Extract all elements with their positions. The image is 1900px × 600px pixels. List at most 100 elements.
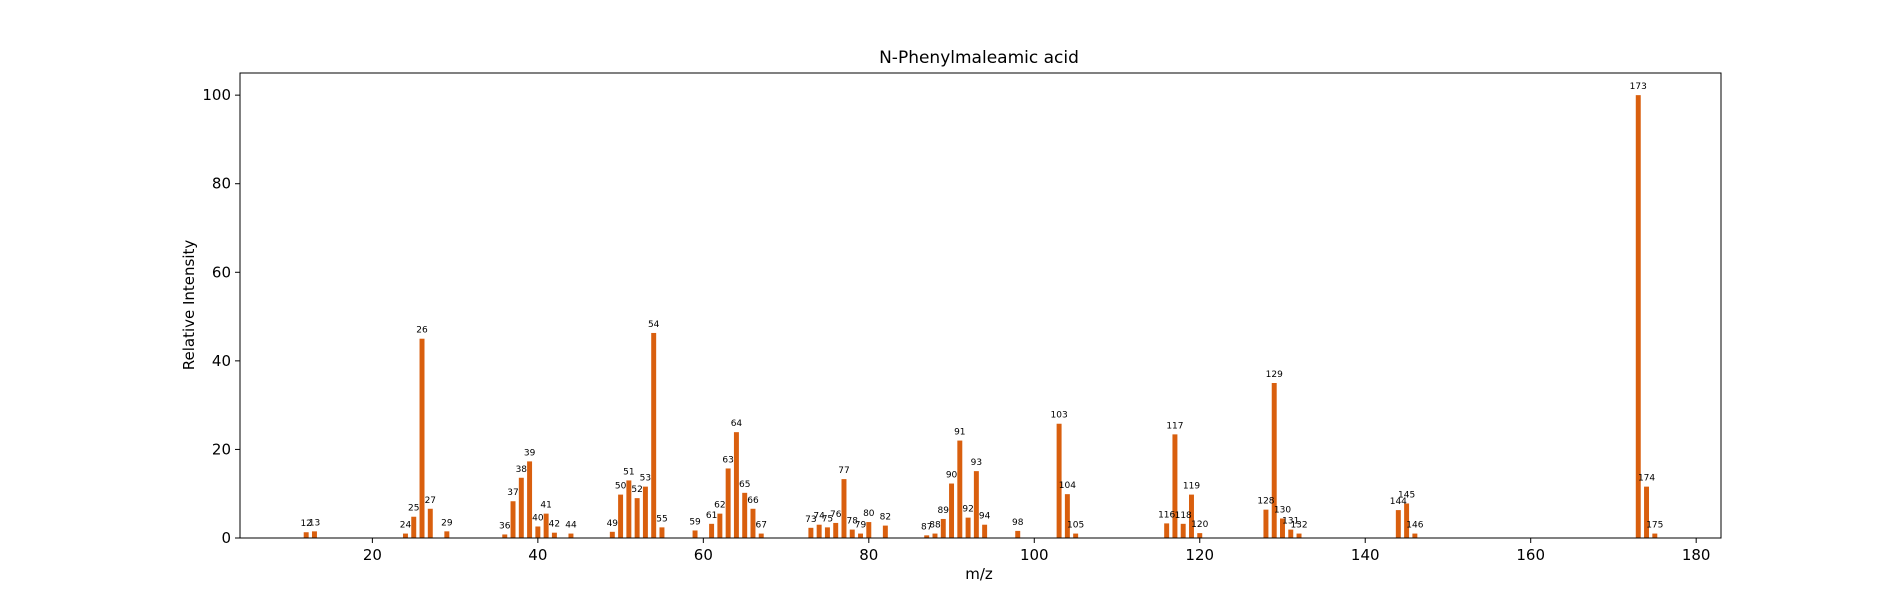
bar-mz-144 xyxy=(1395,510,1401,538)
peak-label-29: 29 xyxy=(441,518,453,528)
peak-label-119: 119 xyxy=(1183,482,1200,492)
peak-label-82: 82 xyxy=(880,513,891,523)
bar-mz-175 xyxy=(1652,533,1658,538)
peak-label-103: 103 xyxy=(1051,411,1068,421)
bar-mz-78 xyxy=(849,529,855,538)
peak-label-24: 24 xyxy=(400,521,412,531)
plot-frame xyxy=(239,72,1722,539)
peak-label-50: 50 xyxy=(615,482,627,492)
peak-label-146: 146 xyxy=(1406,521,1423,531)
peak-label-26: 26 xyxy=(416,326,428,336)
y-axis: 0 20 40 60 80 100 xyxy=(202,86,240,547)
peak-label-78: 78 xyxy=(847,517,859,527)
bar-mz-40 xyxy=(535,526,541,538)
bar-mz-105 xyxy=(1073,533,1079,538)
peak-label-38: 38 xyxy=(516,465,528,475)
bar-mz-80 xyxy=(866,522,872,538)
peak-label-174: 174 xyxy=(1638,474,1655,484)
peak-label-91: 91 xyxy=(954,428,965,438)
y-tick-label-0: 0 xyxy=(221,529,231,547)
peak-label-131: 131 xyxy=(1282,517,1299,527)
peak-label-76: 76 xyxy=(830,510,842,520)
peak-label-51: 51 xyxy=(623,467,634,477)
bar-mz-88 xyxy=(932,533,938,538)
bar-mz-42 xyxy=(551,532,557,538)
peak-label-62: 62 xyxy=(714,501,725,511)
bar-mz-104 xyxy=(1064,494,1070,538)
bar-mz-145 xyxy=(1404,503,1410,538)
bar-mz-75 xyxy=(824,527,830,538)
x-tick-label-120: 120 xyxy=(1185,546,1214,564)
peak-label-65: 65 xyxy=(739,480,750,490)
bar-mz-37 xyxy=(510,501,516,538)
x-tick-label-180: 180 xyxy=(1682,546,1711,564)
peak-label-144: 144 xyxy=(1390,497,1407,507)
peak-label-117: 117 xyxy=(1166,421,1183,431)
x-tick-label-20: 20 xyxy=(363,546,382,564)
bar-mz-94 xyxy=(982,524,988,538)
peak-label-105: 105 xyxy=(1067,521,1084,531)
peak-label-53: 53 xyxy=(640,474,651,484)
x-axis-title: m/z xyxy=(965,565,993,583)
bar-mz-53 xyxy=(642,486,648,538)
peak-label-41: 41 xyxy=(540,501,551,511)
bar-mz-174 xyxy=(1644,486,1650,538)
peak-label-54: 54 xyxy=(648,320,660,330)
peak-label-90: 90 xyxy=(946,471,958,481)
peak-label-88: 88 xyxy=(929,521,941,531)
bar-mz-66 xyxy=(750,508,756,538)
peak-label-61: 61 xyxy=(706,511,717,521)
bar-mz-55 xyxy=(659,527,665,538)
bar-mz-38 xyxy=(518,477,524,538)
peak-label-118: 118 xyxy=(1175,511,1192,521)
bar-mz-73 xyxy=(808,527,814,538)
y-tick-label-40: 40 xyxy=(212,352,231,370)
bar-mz-130 xyxy=(1280,518,1285,538)
bar-mz-93 xyxy=(973,471,979,538)
peak-label-89: 89 xyxy=(938,506,950,516)
y-tick-label-80: 80 xyxy=(212,175,231,193)
bars-group xyxy=(303,95,1658,538)
x-tick-label-140: 140 xyxy=(1351,546,1380,564)
peak-label-116: 116 xyxy=(1158,510,1175,520)
peak-label-44: 44 xyxy=(565,521,577,531)
bar-mz-76 xyxy=(833,522,839,538)
peak-label-128: 128 xyxy=(1257,497,1274,507)
peak-label-93: 93 xyxy=(971,458,982,468)
peak-label-175: 175 xyxy=(1646,521,1663,531)
x-tick-label-100: 100 xyxy=(1020,546,1049,564)
peak-label-80: 80 xyxy=(863,509,875,519)
bar-mz-82 xyxy=(882,525,888,538)
chart-title: N-Phenylmaleamic acid xyxy=(879,48,1079,68)
bar-mz-120 xyxy=(1197,533,1203,538)
peak-label-13: 13 xyxy=(309,518,320,528)
bar-mz-41 xyxy=(543,513,549,538)
peak-label-130: 130 xyxy=(1274,506,1291,516)
bar-mz-25 xyxy=(411,516,417,538)
bar-mz-64 xyxy=(733,432,739,538)
y-tick-label-60: 60 xyxy=(212,263,231,281)
bar-mz-92 xyxy=(965,517,971,538)
x-tick-label-40: 40 xyxy=(528,546,547,564)
bar-mz-12 xyxy=(303,532,309,538)
peak-label-49: 49 xyxy=(607,519,619,529)
peak-label-42: 42 xyxy=(549,520,560,530)
peak-label-39: 39 xyxy=(524,448,536,458)
bar-mz-146 xyxy=(1412,533,1418,538)
bar-mz-65 xyxy=(742,492,748,538)
peak-label-132: 132 xyxy=(1290,521,1307,531)
bar-mz-77 xyxy=(841,479,847,538)
peak-label-36: 36 xyxy=(499,521,511,531)
bar-mz-51 xyxy=(626,480,632,538)
bar-mz-29 xyxy=(444,531,450,538)
bar-mz-39 xyxy=(527,461,533,538)
peak-label-79: 79 xyxy=(855,521,867,531)
bar-mz-59 xyxy=(692,530,698,538)
bar-mz-128 xyxy=(1263,509,1269,538)
peak-label-67: 67 xyxy=(756,521,767,531)
peak-label-92: 92 xyxy=(962,505,973,515)
x-axis: 20 40 60 80 100 120 140 160 180 xyxy=(363,538,1711,564)
peak-label-37: 37 xyxy=(507,488,518,498)
y-axis-title: Relative Intensity xyxy=(180,240,198,371)
